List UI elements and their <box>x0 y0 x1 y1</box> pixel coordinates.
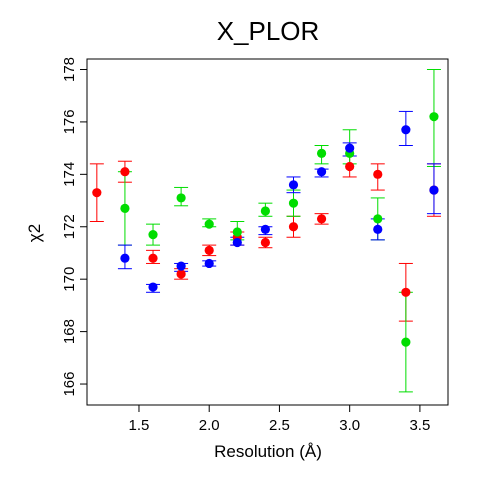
x-tick-label: 1.5 <box>129 417 150 434</box>
data-point <box>401 125 411 135</box>
data-point <box>232 227 242 237</box>
data-point <box>429 112 439 122</box>
data-point <box>316 167 327 177</box>
x-tick-label: 3.5 <box>409 417 430 434</box>
chart-title: X_PLOR <box>217 16 320 46</box>
x-tick-label: 2.0 <box>199 417 220 434</box>
data-point <box>232 237 242 248</box>
data-point <box>204 245 214 255</box>
data-point <box>92 188 102 198</box>
data-point <box>176 269 186 279</box>
data-point <box>204 219 214 229</box>
data-point <box>260 237 270 248</box>
data-point <box>345 143 355 153</box>
y-tick-label: 170 <box>61 267 78 292</box>
y-axis-label: χ2 <box>25 224 44 242</box>
data-point <box>176 193 186 203</box>
data-point <box>373 214 383 224</box>
data-point <box>401 337 411 347</box>
data-point <box>288 198 299 208</box>
plot-frame <box>86 58 449 406</box>
x-tick-label: 3.0 <box>339 417 360 434</box>
data-point <box>429 185 439 195</box>
data-point <box>120 203 130 214</box>
data-point <box>176 261 186 271</box>
data-point <box>316 214 327 224</box>
data-point <box>120 167 130 177</box>
data-point <box>204 258 214 269</box>
data-point <box>373 224 383 234</box>
data-point <box>120 253 130 263</box>
y-axis: 166 168 170 172 174 176 178 <box>61 57 87 397</box>
x-axis: 1.5 2.0 2.5 3.0 3.5 <box>129 405 430 434</box>
data-point <box>316 148 327 158</box>
data-point <box>288 180 299 190</box>
data-point <box>373 169 383 179</box>
data-point <box>288 222 299 232</box>
data-point <box>345 161 355 172</box>
x-axis-label: Resolution (Å) <box>214 442 322 461</box>
y-tick-label: 168 <box>61 319 78 344</box>
y-tick-label: 174 <box>61 162 78 187</box>
data-point <box>148 230 158 240</box>
data-point <box>148 282 158 292</box>
y-tick-label: 178 <box>61 57 78 82</box>
y-tick-label: 166 <box>61 372 78 397</box>
y-tick-label: 176 <box>61 109 78 134</box>
point-layer <box>92 112 439 347</box>
data-point <box>260 206 270 216</box>
data-point <box>401 287 411 297</box>
y-tick-label: 172 <box>61 214 78 239</box>
data-point <box>260 224 270 234</box>
data-point <box>148 253 158 263</box>
x-tick-label: 2.5 <box>269 417 290 434</box>
